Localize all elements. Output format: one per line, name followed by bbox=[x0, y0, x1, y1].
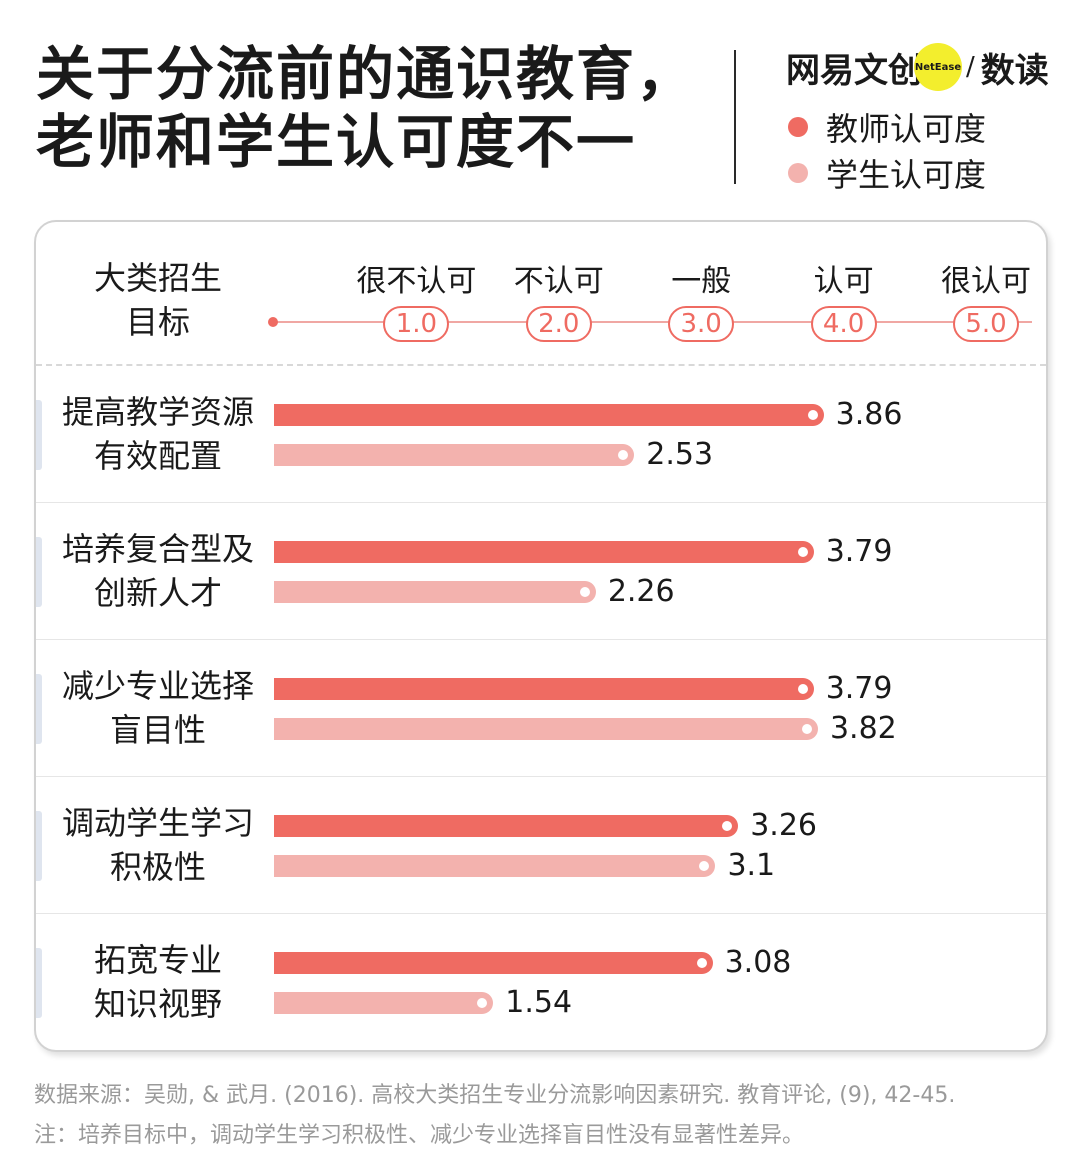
bar-end-dot-icon bbox=[699, 861, 710, 871]
row-accent bbox=[36, 811, 42, 881]
row-accent bbox=[36, 400, 42, 470]
bar-teacher bbox=[274, 815, 739, 837]
row-divider bbox=[36, 502, 1046, 503]
bar-end-dot-icon bbox=[477, 998, 488, 1008]
legend-item-teacher: 教师认可度 bbox=[786, 104, 986, 150]
bar-student bbox=[274, 855, 716, 877]
tick-value: 5.0 bbox=[953, 306, 1019, 342]
bar-end-dot-icon bbox=[797, 547, 808, 557]
legend-label-teacher: 教师认可度 bbox=[826, 110, 987, 148]
tick-label: 不认可 bbox=[513, 264, 604, 299]
category-label: 拓宽专业 知识视野 bbox=[36, 938, 280, 1026]
chart-row: 调动学生学习 积极性 3.26 3.1 bbox=[36, 777, 1046, 914]
category-label-line: 减少专业选择 bbox=[61, 667, 254, 705]
brand-name: 网易文创 bbox=[786, 50, 922, 91]
category-label: 减少专业选择 盲目性 bbox=[36, 664, 280, 752]
legend-item-student: 学生认可度 bbox=[786, 150, 986, 196]
bar-student bbox=[274, 444, 635, 466]
bar-end-dot-icon bbox=[807, 410, 818, 420]
chart-row: 减少专业选择 盲目性 3.79 3.82 bbox=[36, 640, 1046, 777]
footer-note: 注：培养目标中，调动学生学习积极性、减少专业选择盲目性没有显著性差异。 bbox=[34, 1123, 805, 1148]
x-axis-line bbox=[272, 321, 1032, 323]
tick-label: 很认可 bbox=[941, 264, 1031, 299]
header-divider bbox=[734, 50, 736, 184]
tick-label: 很不认可 bbox=[356, 264, 477, 299]
row-accent bbox=[36, 537, 42, 607]
category-label-line: 创新人才 bbox=[93, 574, 222, 612]
bar-teacher bbox=[274, 952, 713, 974]
footer: 数据来源：吴勋, & 武月. (2016). 高校大类招生专业分流影响因素研究.… bbox=[34, 1076, 955, 1156]
bar-student bbox=[274, 992, 494, 1014]
category-label-line: 调动学生学习 bbox=[61, 804, 254, 842]
axis-title-line-1: 大类招生 bbox=[93, 259, 222, 297]
value-label-teacher: 3.08 bbox=[724, 945, 792, 980]
value-label-student: 2.26 bbox=[607, 574, 675, 609]
category-label-line: 知识视野 bbox=[93, 985, 222, 1023]
category-label-line: 提高教学资源 bbox=[61, 393, 254, 431]
value-label-student: 3.82 bbox=[829, 711, 897, 746]
chart-row: 培养复合型及 创新人才 3.79 2.26 bbox=[36, 503, 1046, 640]
tick-value: 2.0 bbox=[525, 306, 592, 342]
chart-row: 提高教学资源 有效配置 3.86 2.53 bbox=[36, 366, 1046, 503]
bar-teacher bbox=[274, 678, 814, 700]
value-label-teacher: 3.79 bbox=[825, 671, 893, 706]
bar-end-dot-icon bbox=[618, 450, 629, 460]
bar-teacher bbox=[274, 404, 824, 426]
row-divider bbox=[36, 913, 1046, 914]
chart-row: 拓宽专业知识视野 3.08 1.54 bbox=[36, 914, 1046, 1050]
row-accent bbox=[36, 674, 42, 744]
value-label-teacher: 3.26 bbox=[750, 808, 818, 843]
category-label-line: 拓宽专业 bbox=[93, 941, 222, 979]
title-line-2: 老师和学生认可度不一 bbox=[36, 108, 637, 176]
chart-card: 大类招生 目标 很不认可 1.0 不认可 2.0 一般 3.0 认可 4.0 很认可 5.0 提高… bbox=[34, 220, 1048, 1052]
legend-label-student: 学生认可度 bbox=[826, 156, 987, 194]
category-label: 培养复合型及 创新人才 bbox=[36, 527, 280, 615]
value-label-teacher: 3.86 bbox=[835, 397, 903, 432]
tick-value: 3.0 bbox=[668, 306, 735, 342]
axis-title-line-2: 目标 bbox=[125, 303, 190, 341]
tick-label: 认可 bbox=[813, 264, 874, 299]
bar-end-dot-icon bbox=[579, 587, 590, 597]
netease-dot-icon: NetEase bbox=[914, 43, 962, 91]
tick-value: 4.0 bbox=[810, 306, 877, 342]
row-divider bbox=[36, 639, 1046, 640]
brand-sub: 数读 bbox=[980, 50, 1049, 91]
x-axis-origin-dot bbox=[268, 317, 278, 327]
title-line-1: 关于分流前的通识教育， bbox=[36, 40, 697, 108]
row-divider bbox=[36, 776, 1046, 777]
chart-title: 关于分流前的通识教育， 老师和学生认可度不一 bbox=[36, 40, 696, 176]
legend-dot-teacher-icon bbox=[788, 117, 808, 137]
category-label-line: 培养复合型及 bbox=[61, 530, 254, 568]
brand-slash: / bbox=[966, 52, 975, 82]
axis-header-divider bbox=[36, 364, 1046, 366]
axis-title: 大类招生 目标 bbox=[36, 256, 280, 344]
bar-end-dot-icon bbox=[801, 724, 812, 734]
value-label-student: 1.54 bbox=[505, 985, 573, 1020]
tick-value: 1.0 bbox=[383, 306, 450, 342]
category-label-line: 盲目性 bbox=[109, 711, 206, 749]
value-label-teacher: 3.79 bbox=[825, 534, 893, 569]
category-label: 调动学生学习 积极性 bbox=[36, 801, 280, 889]
bar-student bbox=[274, 581, 596, 603]
legend: 教师认可度 学生认可度 bbox=[786, 104, 986, 196]
value-label-student: 3.1 bbox=[727, 848, 776, 883]
bar-end-dot-icon bbox=[722, 821, 733, 831]
legend-dot-student-icon bbox=[788, 163, 808, 183]
value-label-student: 2.53 bbox=[646, 437, 714, 472]
category-label: 提高教学资源 有效配置 bbox=[36, 390, 280, 478]
row-accent bbox=[36, 948, 42, 1018]
category-label-line: 有效配置 bbox=[93, 437, 222, 475]
bar-end-dot-icon bbox=[696, 958, 707, 968]
tick-label: 一般 bbox=[671, 264, 732, 299]
bar-teacher bbox=[274, 541, 814, 563]
category-label-line: 积极性 bbox=[109, 848, 206, 886]
brand-logo: 网易文创 NetEase / 数读 bbox=[786, 43, 1049, 91]
footer-source: 数据来源：吴勋, & 武月. (2016). 高校大类招生专业分流影响因素研究.… bbox=[34, 1083, 956, 1108]
bar-end-dot-icon bbox=[797, 684, 808, 694]
bar-student bbox=[274, 718, 818, 740]
